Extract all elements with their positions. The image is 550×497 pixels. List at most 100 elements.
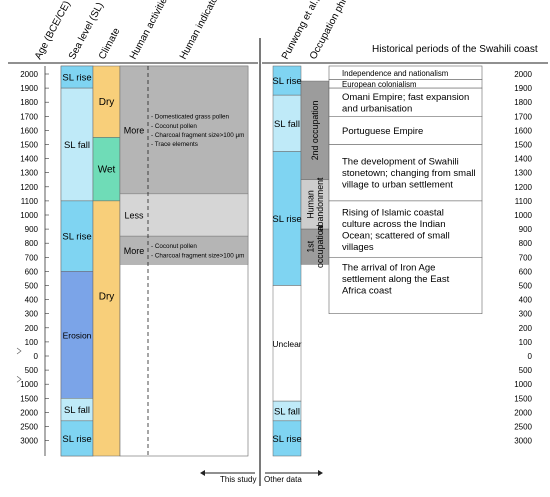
historical-period-box xyxy=(328,116,483,145)
age-tick-label: 1000 xyxy=(20,211,38,220)
arrow-right-icon xyxy=(318,470,323,476)
punwong-segment xyxy=(272,420,302,457)
human-indicator-item: - Trace elements xyxy=(151,141,198,148)
age-tick-label-right: 1300 xyxy=(514,169,532,178)
human-indicator-item: - Charcoal fragment size>100 μm xyxy=(151,252,244,259)
historical-period-line: Rising of Islamic coastal xyxy=(342,207,444,218)
human-indicator-item: - Charcoal fragment size>100 μm xyxy=(151,132,244,139)
historical-period-line: The development of Swahili xyxy=(342,157,459,168)
age-tick-label: 500 xyxy=(25,282,39,291)
age-tick-label-right: 1900 xyxy=(514,84,532,93)
age-tick-label: 1000 xyxy=(20,380,38,389)
age-tick-label: 1900 xyxy=(20,84,38,93)
age-tick-label: 2500 xyxy=(20,423,38,432)
age-tick-label-right: 100 xyxy=(519,338,533,347)
historical-period-label: European colonialism xyxy=(342,80,417,89)
age-tick-label-right: 700 xyxy=(519,253,533,262)
arrow-left-icon xyxy=(200,470,205,476)
sea-level-segment-label: SL rise xyxy=(62,232,91,243)
header-climate: Climate xyxy=(97,26,123,61)
age-tick-label-right: 1200 xyxy=(514,183,532,192)
punwong-segment-label: SL rise xyxy=(272,434,301,445)
historical-period-line: Ocean; scattered of small xyxy=(342,230,450,241)
climate-segment-label: Dry xyxy=(99,97,115,108)
age-tick-label-right: 400 xyxy=(519,296,533,305)
age-tick-label: 300 xyxy=(25,310,39,319)
age-tick-label-right: 1100 xyxy=(515,197,533,206)
historical-period-box xyxy=(328,144,483,202)
historical-period-line: and urbanisation xyxy=(342,103,412,114)
human-activity-label: More xyxy=(124,246,145,256)
sea-level-segment xyxy=(60,87,94,202)
sea-level-segment-label: SL fall xyxy=(64,405,90,416)
age-tick-label: 2000 xyxy=(20,408,38,417)
historical-period-line: Africa coast xyxy=(342,285,392,296)
historical-period-label: The arrival of Iron Age settlement along … xyxy=(342,262,450,296)
historical-period-line: village to urban settlement xyxy=(342,180,453,191)
sea-level-segment-label: SL fall xyxy=(64,140,90,151)
age-tick-label: 1800 xyxy=(20,98,38,107)
occupation-label-group: 1st occupation xyxy=(305,225,325,268)
punwong-segment-label: SL rise xyxy=(272,76,301,87)
punwong-segment xyxy=(272,151,302,286)
historical-period-label: Omani Empire; fast expansion and urbanisa… xyxy=(342,92,469,115)
age-tick-label-right: 1500 xyxy=(514,141,532,150)
footer-other-data: Other data xyxy=(264,475,302,484)
footer-this-study: This study xyxy=(220,475,256,484)
historical-period-line: Portuguese Empire xyxy=(342,126,423,137)
age-tick-label: 500 xyxy=(25,366,39,375)
human-activity-label: More xyxy=(124,125,145,135)
occupation-label: Human xyxy=(305,190,315,218)
age-axis-right: 2000190018001700160015001400130012001100… xyxy=(514,70,532,446)
punwong-segment-label: Unclear xyxy=(272,339,301,349)
occupation-label: 2nd occupation xyxy=(310,100,320,160)
historical-period-line: The arrival of Iron Age xyxy=(342,262,435,273)
punwong-segment xyxy=(272,285,302,402)
occupation-label: 1st xyxy=(305,240,315,252)
occupation-label: abandonment xyxy=(315,177,325,231)
header-historical: Historical periods of the Swahili coast xyxy=(372,44,538,55)
sea-level-segment-label: SL rise xyxy=(62,73,91,84)
occupation-segment xyxy=(300,179,330,230)
historical-period-label: The development of Swahili stonetown; cha… xyxy=(342,157,476,191)
age-tick-label-right: 1800 xyxy=(514,98,532,107)
age-tick-label: 700 xyxy=(25,253,39,262)
age-tick-label: 600 xyxy=(25,267,39,276)
age-tick-label: 1600 xyxy=(20,126,38,135)
sea-level-segment-label: SL rise xyxy=(62,434,91,445)
human-activity-label: Less xyxy=(124,211,144,221)
occupation-label-group: 2nd occupation xyxy=(310,100,320,160)
age-tick-label: 400 xyxy=(25,296,39,305)
age-tick-label-right: 1000 xyxy=(514,380,532,389)
age-tick-label: 200 xyxy=(25,324,39,333)
climate-segment xyxy=(92,137,121,202)
age-tick-label-right: 1500 xyxy=(514,394,532,403)
historical-period-box xyxy=(328,87,483,117)
age-tick-label: 3000 xyxy=(20,437,38,446)
human-indicator-item: - Coconut pollen xyxy=(151,123,197,130)
climate-segment-label: Wet xyxy=(98,165,116,176)
age-tick-label-right: 200 xyxy=(519,324,533,333)
header-human-indicators: Human indicators xyxy=(178,0,224,61)
age-tick-label-right: 2000 xyxy=(514,408,532,417)
historical-period-label: Independence and nationalism xyxy=(342,69,448,78)
age-tick-label-right: 500 xyxy=(519,366,533,375)
age-tick-label-right: 500 xyxy=(519,282,533,291)
punwong-segment-label: SL fall xyxy=(274,406,300,417)
age-tick-label: 1400 xyxy=(20,155,38,164)
historical-period-line: villages xyxy=(342,242,374,253)
age-tick-label-right: 1000 xyxy=(514,211,532,220)
age-tick-label-right: 2000 xyxy=(514,70,532,79)
historical-period-line: culture across the Indian xyxy=(342,219,446,230)
age-tick-label: 100 xyxy=(25,338,39,347)
age-tick-label-right: 1700 xyxy=(514,112,532,121)
age-tick-label-right: 1400 xyxy=(514,155,532,164)
human-activity-segment xyxy=(119,235,249,265)
age-tick-label: 800 xyxy=(25,239,39,248)
historical-period-label: Rising of Islamic coastal culture across … xyxy=(342,207,450,253)
age-tick-label-right: 800 xyxy=(519,239,533,248)
punwong-segment xyxy=(272,65,302,96)
age-tick-label-right: 900 xyxy=(519,225,533,234)
column-fills xyxy=(60,65,483,457)
